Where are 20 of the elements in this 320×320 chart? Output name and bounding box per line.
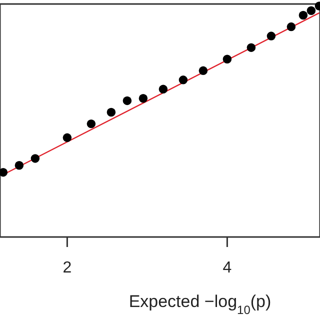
point (106, 108, 116, 117)
point (246, 43, 256, 52)
point (298, 10, 308, 20)
point (266, 32, 276, 40)
point (62, 133, 72, 142)
point (306, 6, 316, 15)
point (14, 161, 24, 170)
x-tick-label: 4 (222, 259, 232, 276)
x-axis-title: Expected −log$_{10}$(p) (128, 292, 272, 317)
point (30, 154, 40, 163)
point (138, 94, 148, 103)
point (286, 22, 296, 32)
point (178, 76, 188, 84)
point (222, 54, 232, 64)
point (158, 84, 168, 94)
point (122, 96, 132, 106)
point (0, 168, 8, 177)
point (198, 66, 208, 76)
point (86, 119, 96, 128)
x-tick-label: 2 (62, 259, 72, 276)
